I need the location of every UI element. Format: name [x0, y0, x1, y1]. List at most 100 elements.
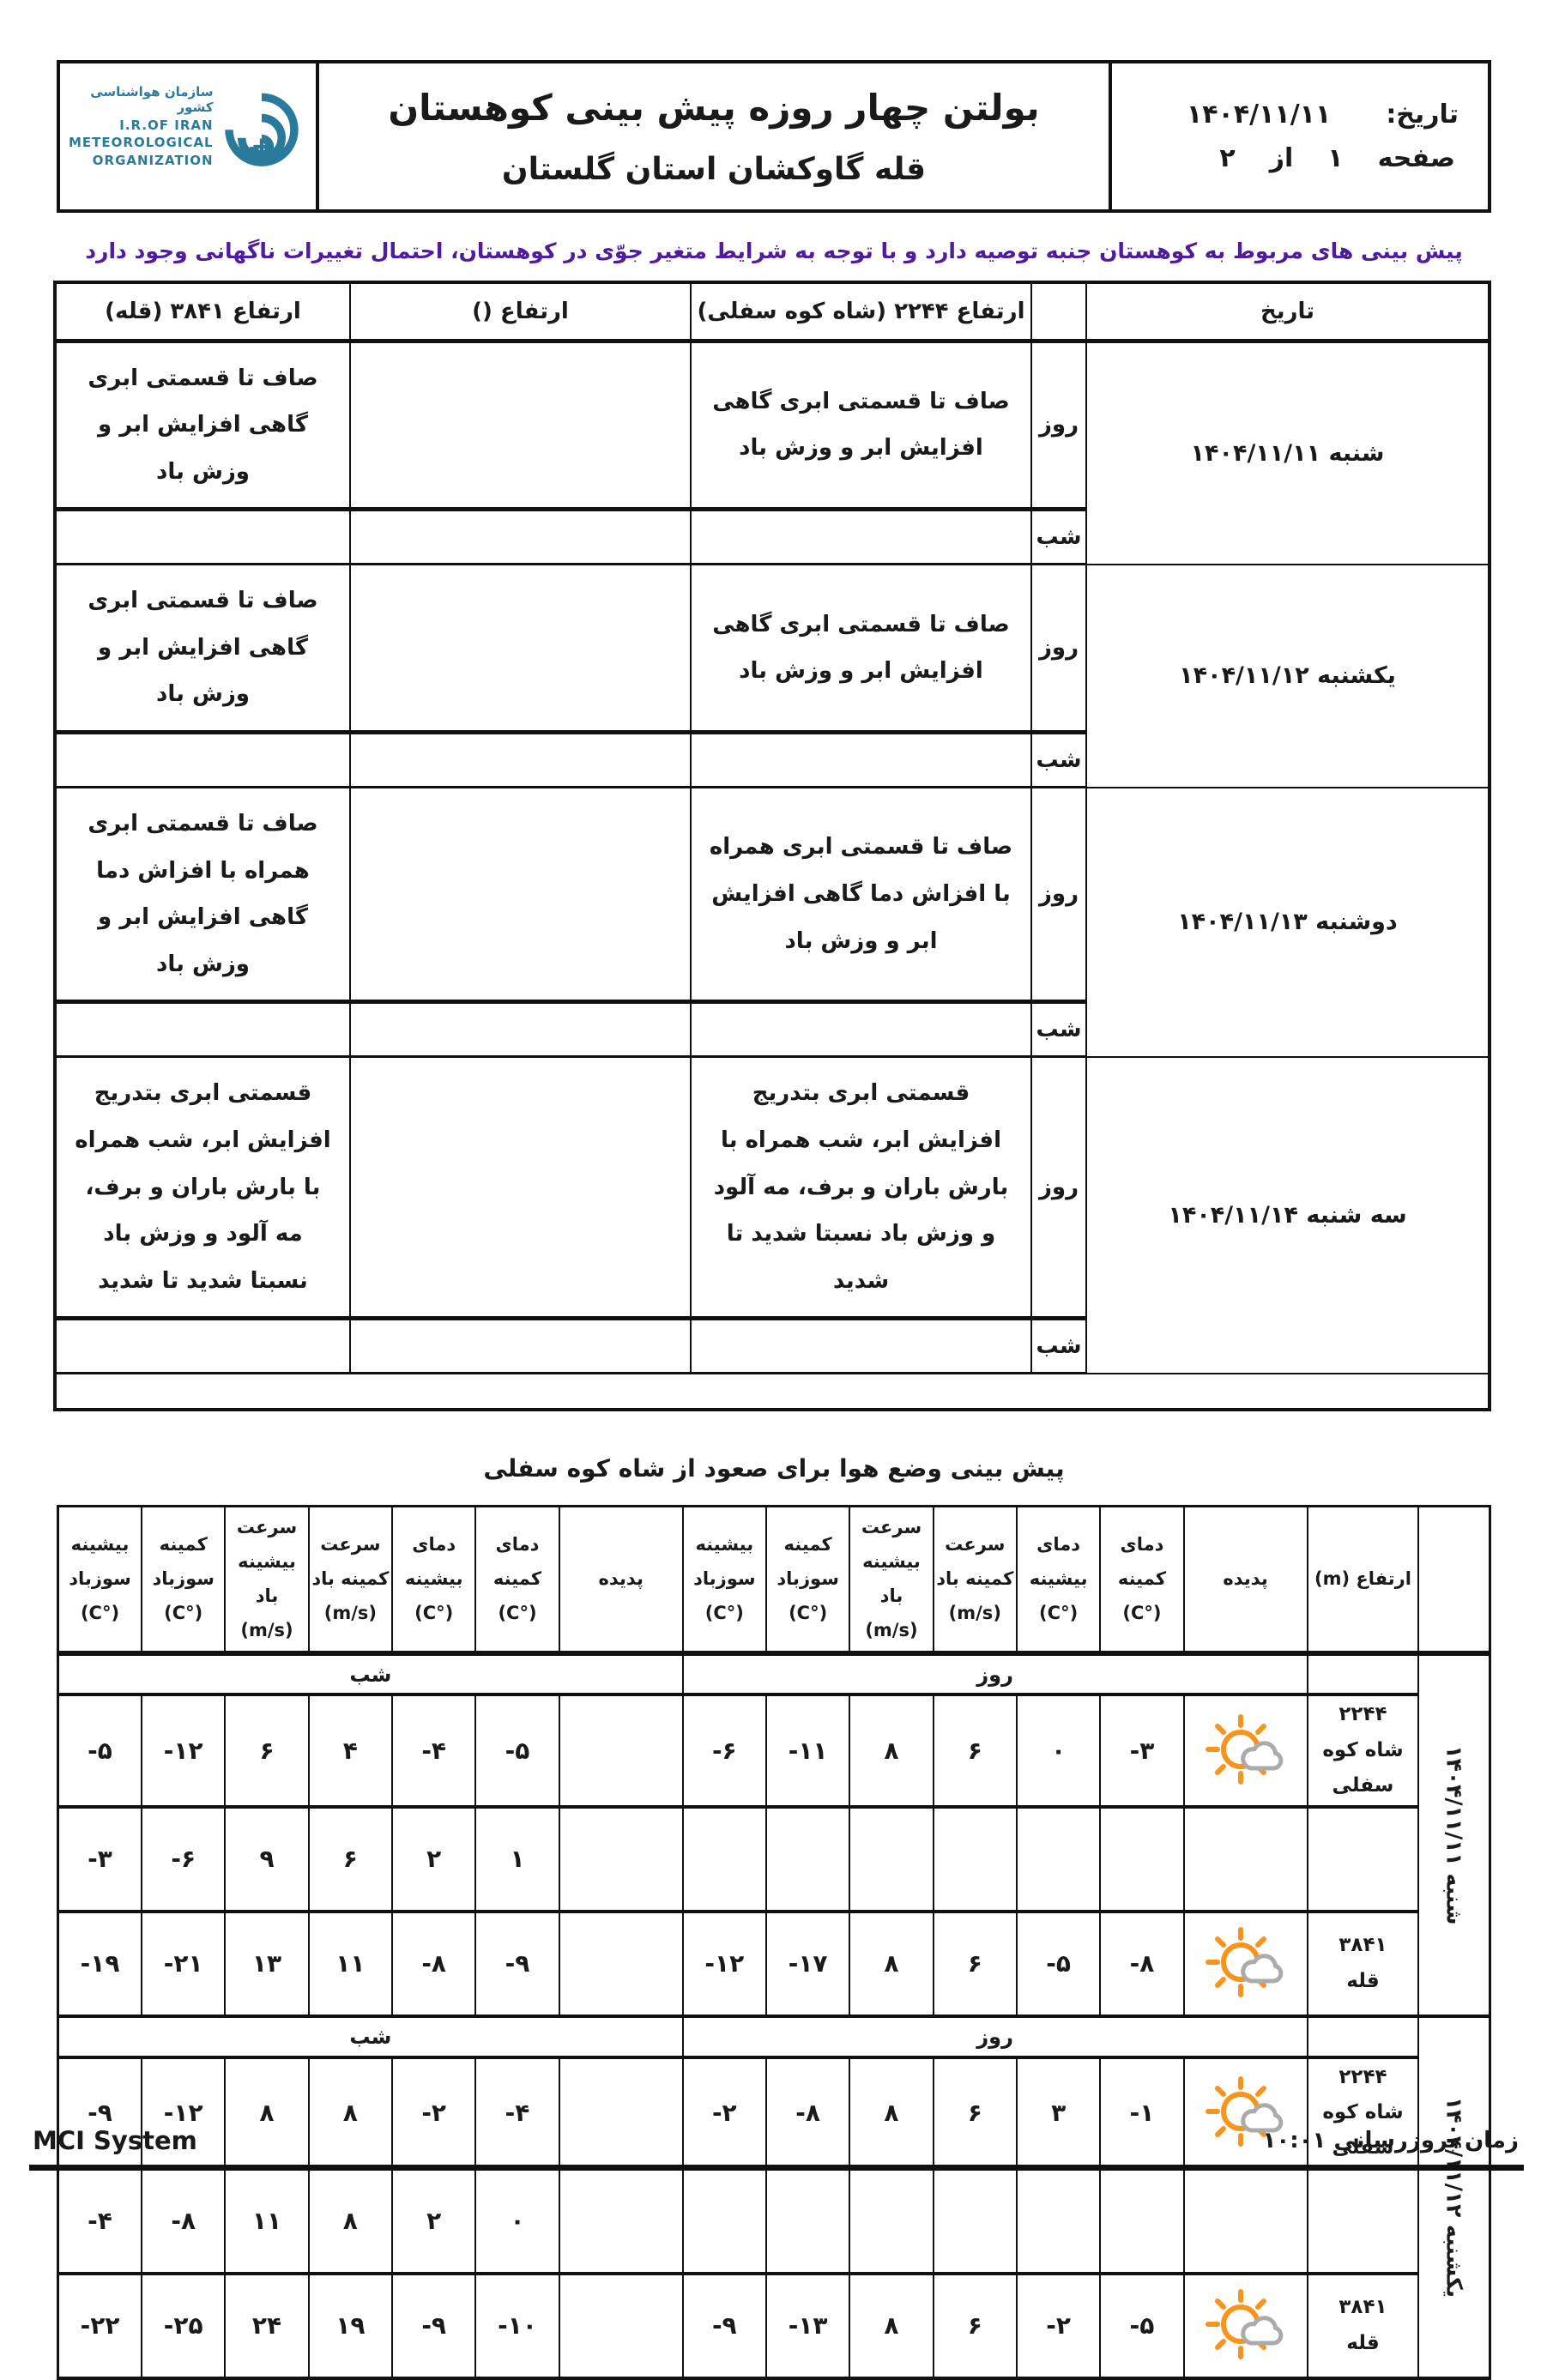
- col-header-tmin-night: دمای کمینه (°C): [474, 1505, 560, 1657]
- page-label: صفحه: [1377, 143, 1455, 173]
- wmin-night: ۶: [307, 1805, 394, 1913]
- forecast-text-blank: [349, 1055, 692, 1321]
- bulletin-title: بولتن چهار روزه پیش بینی کوهستان: [388, 86, 1040, 129]
- footer-system-label: MCI System: [33, 2126, 197, 2155]
- forecast-row-day: شنبه ۱۴۰۴/۱۱/۱۱ روز صاف تا قسمتی ابری گا…: [54, 340, 1490, 565]
- ascent-data-row: ۲۲۴۴ شاه کوه سفلی -۳ ۰ ۶ ۸ -۱۱ -۶ -۵ -۴: [57, 1694, 1490, 1809]
- block-date-vertical: شنبه ۱۴۰۴/۱۱/۱۱: [1417, 1652, 1491, 2018]
- tmax-day: [1015, 2167, 1102, 2275]
- wmin-day: [932, 2167, 1018, 2275]
- page-content: تاریخ: ۱۴۰۴/۱۱/۱۱ صفحه ۱ از ۲ بولتن چهار…: [53, 0, 1491, 2380]
- col-header-chillmin-night: کمینه سوزباد (°C): [141, 1505, 227, 1657]
- phenomenon-night-cell: [558, 1805, 684, 1913]
- tmin-day: -۳: [1099, 1694, 1185, 1809]
- col-header-period: [1030, 281, 1087, 343]
- tmax-night: ۲: [391, 1805, 477, 1913]
- chillmin-night: -۲۵: [141, 2272, 227, 2380]
- forecast-filler-row: [55, 1374, 1490, 1410]
- sun-cloud-icon: [1205, 2075, 1283, 2147]
- wmax-night: ۸: [224, 2056, 310, 2171]
- forecast-date: یکشنبه ۱۴۰۴/۱۱/۱۲: [1085, 563, 1490, 788]
- chillmax-day: [681, 2167, 767, 2275]
- forecast-row-day: سه شنبه ۱۴۰۴/۱۱/۱۴ روز قسمتی ابری بتدریج…: [54, 1055, 1490, 1374]
- period-night-label: شب: [1030, 1000, 1087, 1059]
- forecast-text-blank: [349, 508, 692, 566]
- chillmax-night: -۴: [57, 2167, 143, 2275]
- wmax-night: ۱۱: [224, 2167, 310, 2275]
- meteorological-spiral-icon: [224, 93, 299, 166]
- tmin-day: -۸: [1099, 1910, 1185, 2018]
- phenomenon-day-cell: [1182, 1694, 1308, 1809]
- forecast-text-blank: [349, 786, 692, 1005]
- tmax-night: -۹: [391, 2272, 477, 2380]
- forecast-text-2244: صاف تا قسمتی ابری گاهی افزایش ابر و وزش …: [690, 340, 1032, 512]
- altitude-value: ۳۸۴۱: [1338, 2296, 1387, 2319]
- org-name-en1: I.R.OF IRAN: [119, 118, 214, 133]
- forecast-row-day: دوشنبه ۱۴۰۴/۱۱/۱۳ روز صاف تا قسمتی ابری …: [54, 786, 1490, 1058]
- tmax-day: -۲: [1015, 2272, 1102, 2380]
- header-meta-cell: تاریخ: ۱۴۰۴/۱۱/۱۱ صفحه ۱ از ۲: [1109, 60, 1491, 213]
- ascent-data-row: ۰ ۲ ۸ ۱۱ -۸ -۴: [57, 2167, 1490, 2275]
- forecast-text-3841: [54, 1000, 351, 1059]
- forecast-row-night: شب: [54, 1000, 1490, 1059]
- phenomenon-night-cell: [558, 2167, 684, 2275]
- col-header-tmax-night: دمای بیشینه (°C): [391, 1505, 477, 1657]
- block-date-text: یکشنبه ۱۴۰۴/۱۱/۱۲: [1441, 2096, 1467, 2298]
- page-of: از: [1269, 143, 1294, 173]
- org-name-en2: METEOROLOGICAL: [69, 135, 214, 151]
- update-time-value: ۱۰:۰۱: [1262, 2128, 1326, 2153]
- col-header-alt2244: ارتفاع ۲۲۴۴ (شاه کوه سفلی): [690, 281, 1032, 343]
- col-header-wmin-day: سرعت کمینه باد (m/s): [932, 1505, 1018, 1657]
- wmax-night: ۶: [224, 1694, 310, 1809]
- chillmin-night: -۸: [141, 2167, 227, 2275]
- forecast-text-blank: [349, 1317, 692, 1375]
- altitude-name: شاه کوه سفلی: [1322, 2101, 1404, 2160]
- altitude-cell: [1306, 1805, 1420, 1913]
- advisory-notice: پیش بینی های مربوط به کوهستان جنبه توصیه…: [85, 239, 1463, 263]
- wmin-night: ۸: [307, 2167, 394, 2275]
- bulletin-subtitle: قله گاوکشان استان گلستان: [501, 151, 927, 187]
- period-day-label: روز: [1030, 563, 1087, 735]
- header-date-row: تاریخ: ۱۴۰۴/۱۱/۱۱: [1141, 100, 1459, 130]
- wmin-day: ۶: [932, 2056, 1018, 2171]
- wmin-night: ۱۹: [307, 2272, 394, 2380]
- tmax-night: -۴: [391, 1694, 477, 1809]
- bulletin-page: { "colors": { "logo_teal": "#2a7b9b", "n…: [29, 60, 1524, 2380]
- forecast-date: سه شنبه ۱۴۰۴/۱۱/۱۴: [1085, 1055, 1490, 1374]
- chillmin-night: -۶: [141, 1805, 227, 1913]
- chillmax-night: -۹: [57, 2056, 143, 2171]
- phenomenon-night-cell: [558, 2272, 684, 2380]
- col-header-phenomenon-day: پدیده: [1182, 1505, 1308, 1657]
- tmax-night: -۲: [391, 2056, 477, 2171]
- ascent-data-row: ۳۸۴۱ قله -۵ -۲ ۶ ۸ -۱۳ -۹ -۱۰ -۹ ۱۹: [57, 2272, 1490, 2380]
- tmin-day: -۱: [1099, 2056, 1185, 2171]
- page-number: ۱: [1327, 143, 1344, 173]
- chillmax-night: -۱۹: [57, 1910, 143, 2018]
- wmax-night: ۲۴: [224, 2272, 310, 2380]
- ascent-subheader-row: یکشنبه ۱۴۰۴/۱۱/۱۲ روز شب: [57, 2015, 1491, 2380]
- forecast-date: شنبه ۱۴۰۴/۱۱/۱۱: [1085, 340, 1490, 565]
- forecast-row-night: شب: [54, 508, 1490, 566]
- period-day-label: روز: [1030, 340, 1087, 512]
- wmax-day: ۸: [849, 1910, 934, 2018]
- sun-cloud-icon: [1205, 1713, 1283, 1785]
- phenomenon-day-cell: [1182, 1910, 1308, 2018]
- ascent-table-title: پیش بینی وضع هوا برای صعود از شاه کوه سف…: [483, 1453, 1065, 1483]
- forecast-text-2244: [690, 1317, 1032, 1375]
- wmin-night: ۱۱: [307, 1910, 394, 2018]
- night-group-label: شب: [57, 2015, 684, 2059]
- col-header-alt3841: ارتفاع ۳۸۴۱ (قله): [54, 281, 351, 343]
- tmin-day: [1099, 1805, 1185, 1913]
- day-group-label: روز: [681, 2015, 1308, 2059]
- ascent-header-row: ارتفاع (m) پدیده دمای کمینه (°C) دمای بی…: [57, 1505, 1491, 1657]
- phenomenon-day-cell: [1182, 2272, 1308, 2380]
- tmax-day: [1015, 1805, 1102, 1913]
- col-header-altitude: ارتفاع (m): [1306, 1505, 1420, 1657]
- tmin-night: -۵: [474, 1694, 560, 1809]
- chillmin-day: -۱۷: [764, 1910, 851, 2018]
- col-header-chillmin-day: کمینه سوزباد (°C): [764, 1505, 851, 1657]
- forecast-text-2244: [690, 508, 1032, 566]
- altitude-cell: ۲۲۴۴ شاه کوه سفلی: [1306, 1694, 1420, 1809]
- tmin-day: [1099, 2167, 1185, 2275]
- org-logo: سازمان هواشناسی کشور I.R.OF IRAN METEORO…: [69, 72, 307, 201]
